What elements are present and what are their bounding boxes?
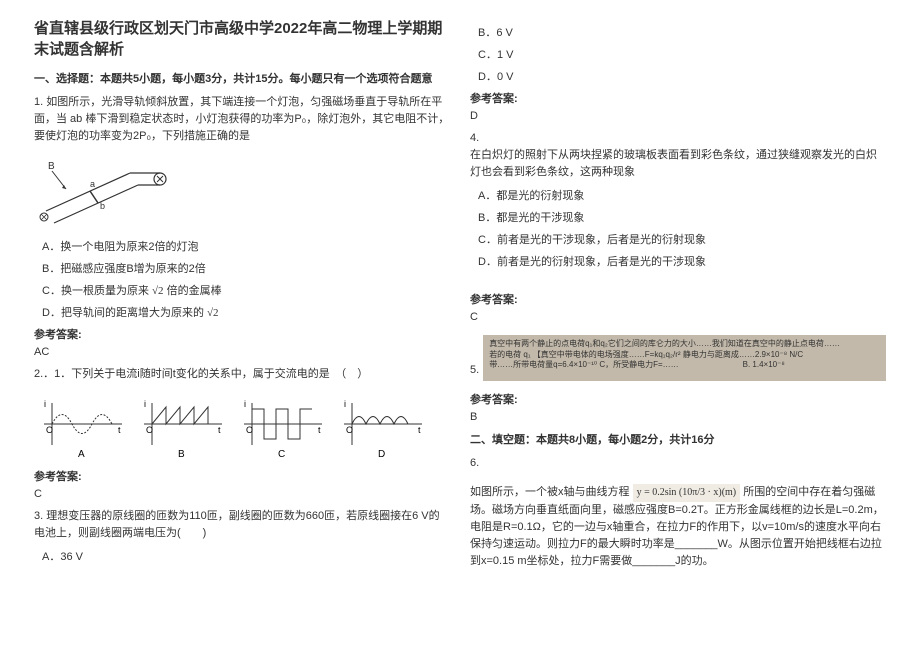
svg-text:O: O: [146, 425, 153, 435]
svg-text:O: O: [346, 425, 353, 435]
q6-stem: 如图所示，一个被x轴与曲线方程 y = 0.2sin (10π/3 · x)(m…: [470, 484, 886, 570]
q5-box-l3: 带……所带电荷量q=6.4×10⁻¹⁰ C，所受静电力F=…… B. 1.4×1…: [489, 360, 880, 370]
q5-box-l1: 真空中有两个静止的点电荷q₁和q₂它们之间的库仑力的大小……我们知道在真空中的静…: [489, 339, 880, 349]
svg-text:O: O: [246, 425, 253, 435]
q2-ans-label: 参考答案:: [34, 468, 450, 484]
svg-text:C: C: [278, 449, 285, 459]
svg-text:i: i: [44, 399, 46, 409]
svg-text:a: a: [90, 179, 95, 189]
svg-text:i: i: [344, 399, 346, 409]
q3-opt-c: C．1 V: [478, 46, 886, 62]
svg-text:i: i: [244, 399, 246, 409]
svg-text:D: D: [378, 449, 385, 459]
q1-ans: AC: [34, 346, 450, 358]
svg-text:A: A: [78, 449, 85, 459]
q2-stem: 2.．1．下列关于电流i随时间t变化的关系中，属于交流电的是 （ ）: [34, 366, 450, 383]
q3-ans: D: [470, 110, 886, 122]
q3-opt-b: B．6 V: [478, 24, 886, 40]
svg-text:B: B: [178, 449, 185, 459]
svg-text:b: b: [100, 201, 105, 211]
q1-ans-label: 参考答案:: [34, 326, 450, 342]
q5-ans-label: 参考答案:: [470, 391, 886, 407]
svg-text:t: t: [118, 425, 121, 435]
q5-num: 5.: [470, 362, 479, 379]
q4-opt-b: B．都是光的干涉现象: [478, 209, 886, 225]
svg-text:t: t: [318, 425, 321, 435]
q5-shaded-box: 真空中有两个静止的点电荷q₁和q₂它们之间的库仑力的大小……我们知道在真空中的静…: [483, 335, 886, 381]
svg-text:t: t: [218, 425, 221, 435]
q3-stem: 3. 理想变压器的原线圈的匝数为110匝，副线圈的匝数为660匝，若原线圈接在6…: [34, 508, 450, 542]
q5-ans: B: [470, 411, 886, 423]
section-1-head: 一、选择题：本题共5小题，每小题3分，共计15分。每小题只有一个选项符合题意: [34, 70, 450, 86]
section-2-head: 二、填空题：本题共8小题，每小题2分，共计16分: [470, 431, 886, 447]
q3-opt-a: A．36 V: [42, 548, 450, 564]
q4-ans: C: [470, 311, 886, 323]
q4-stem: 4. 在白炽灯的照射下从两块捏紧的玻璃板表面看到彩色条纹，通过狭缝观察发光的白炽…: [470, 130, 886, 181]
q3-ans-label: 参考答案:: [470, 90, 886, 106]
q1-figure: a b B: [34, 151, 450, 232]
q4-opt-a: A．都是光的衍射现象: [478, 187, 886, 203]
doc-title: 省直辖县级行政区划天门市高级中学2022年高二物理上学期期末试题含解析: [34, 18, 450, 60]
q6-formula: y = 0.2sin (10π/3 · x)(m): [633, 484, 741, 502]
q1-opt-a: A．换一个电阻为原来2倍的灯泡: [42, 238, 450, 254]
q1-opt-d: D．把导轨间的距离增大为原来的 √2: [42, 304, 450, 320]
q4-opt-d: D．前者是光的衍射现象，后者是光的干涉现象: [478, 253, 886, 269]
q1-opt-c: C．换一根质量为原来 √2 倍的金属棒: [42, 282, 450, 298]
svg-text:O: O: [46, 425, 53, 435]
q2-figure: i t O A i t O B i t O: [34, 389, 450, 462]
q4-ans-label: 参考答案:: [470, 291, 886, 307]
q5-box-l2: 若的电荷 q₁ 【真空中带电体的电场强度……F=kq₁q₂/r² 静电力与距离成…: [489, 350, 880, 360]
q6-stem-a: 如图所示，一个被x轴与曲线方程: [470, 486, 630, 498]
q1-stem: 1. 如图所示，光滑导轨倾斜放置，其下端连接一个灯泡，匀强磁场垂直于导轨所在平面…: [34, 94, 450, 145]
q1-opt-b: B．把磁感应强度B增为原来的2倍: [42, 260, 450, 276]
q2-ans: C: [34, 488, 450, 500]
q3-opt-d: D．0 V: [478, 68, 886, 84]
svg-text:t: t: [418, 425, 421, 435]
svg-text:i: i: [144, 399, 146, 409]
q6-num: 6.: [470, 455, 886, 472]
svg-text:B: B: [48, 161, 55, 172]
q4-opt-c: C．前者是光的干涉现象，后者是光的衍射现象: [478, 231, 886, 247]
